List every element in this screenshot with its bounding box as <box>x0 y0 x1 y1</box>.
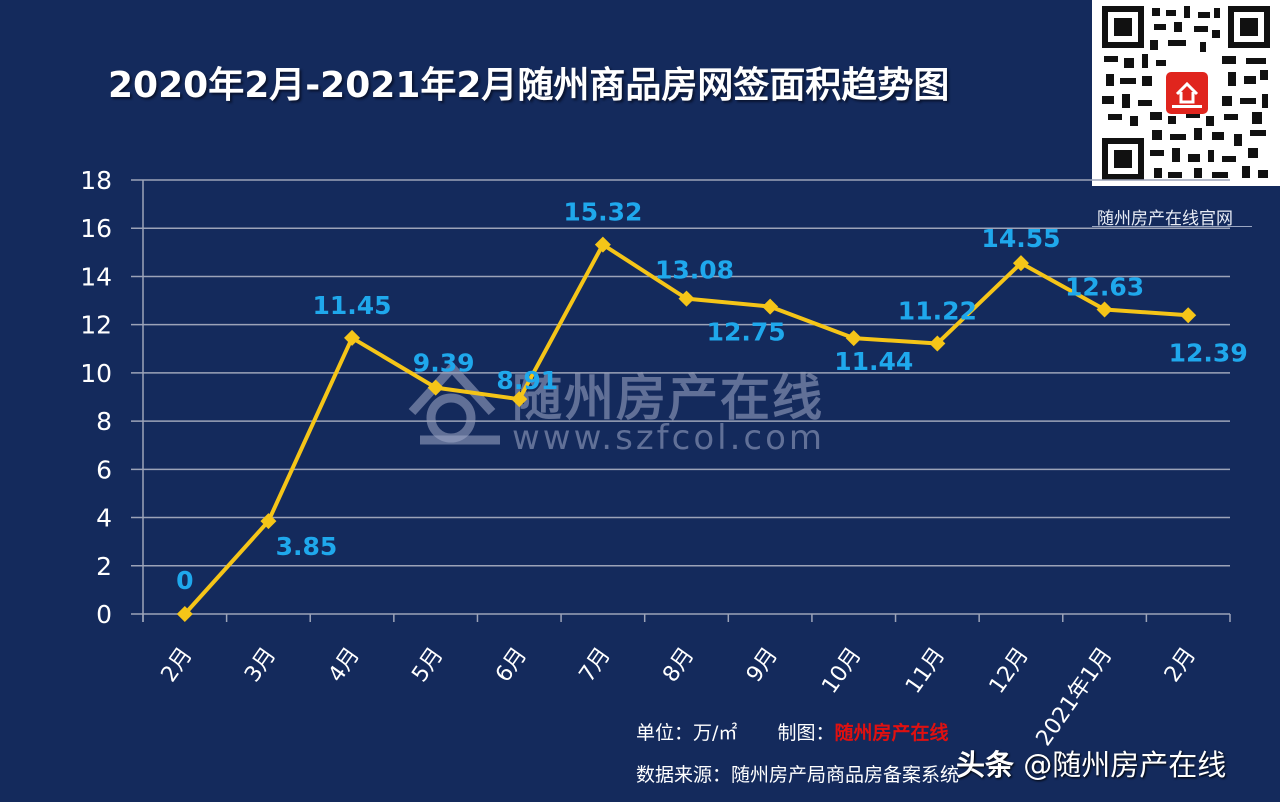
data-point-marker <box>678 290 695 307</box>
chart-title: 2020年2月-2021年2月随州商品房网签面积趋势图 <box>108 65 950 106</box>
toutiao-prefix: 头条 <box>956 748 1015 782</box>
x-tick-label: 12月 <box>985 643 1034 698</box>
maker-label: 制图： <box>777 722 835 744</box>
data-point-marker <box>762 298 779 315</box>
x-tick-label: 8月 <box>658 643 699 687</box>
x-tick-label: 6月 <box>491 643 532 687</box>
toutiao-handle: @随州房产在线 <box>1023 748 1227 782</box>
y-tick-label: 0 <box>96 600 112 629</box>
data-label: 9.39 <box>413 349 475 378</box>
data-point-marker <box>1012 255 1029 272</box>
data-point-marker <box>1096 301 1113 318</box>
data-label: 12.75 <box>707 318 786 347</box>
data-label: 11.44 <box>834 347 913 376</box>
x-tick-label: 2021年1月 <box>1032 643 1118 751</box>
data-label: 13.08 <box>655 256 734 285</box>
data-point-marker <box>176 606 193 622</box>
x-tick-label: 3月 <box>240 643 281 687</box>
unit-label: 单位：万/㎡ <box>636 722 738 744</box>
unit-line: 单位：万/㎡ 制图：随州房产在线 <box>636 718 949 745</box>
y-tick-label: 6 <box>96 455 112 484</box>
y-tick-label: 4 <box>96 504 112 533</box>
y-tick-label: 8 <box>96 407 112 436</box>
x-tick-label: 2月 <box>157 643 198 687</box>
data-point-marker <box>1180 307 1197 324</box>
data-label: 8.91 <box>496 366 558 395</box>
qr-code-icon <box>1102 6 1270 180</box>
data-label: 15.32 <box>563 198 642 227</box>
watermark-url: www.szfcol.com <box>512 418 826 458</box>
x-tick-label: 7月 <box>575 643 616 687</box>
y-tick-label: 14 <box>80 262 112 291</box>
data-point-marker <box>427 379 444 396</box>
data-point-marker <box>594 236 611 253</box>
data-source: 数据来源：随州房产局商品房备案系统 <box>636 764 960 786</box>
data-point-marker <box>845 330 862 347</box>
y-tick-label: 16 <box>80 214 112 243</box>
data-point-marker <box>511 391 528 408</box>
y-tick-label: 10 <box>80 359 112 388</box>
data-point-marker <box>260 513 277 530</box>
data-label: 12.63 <box>1065 272 1144 301</box>
x-tick-label: 4月 <box>324 643 365 687</box>
x-tick-label: 9月 <box>742 643 783 687</box>
data-label: 3.85 <box>276 532 338 561</box>
y-tick-label: 2 <box>96 552 112 581</box>
watermark-text: 随州房产在线 <box>512 369 824 427</box>
x-tick-label: 10月 <box>817 643 866 698</box>
data-point-marker <box>344 329 361 346</box>
maker-value: 随州房产在线 <box>834 722 949 744</box>
divider <box>1092 226 1252 227</box>
x-tick-label: 11月 <box>901 643 950 698</box>
data-label: 11.45 <box>312 291 391 320</box>
data-label: 14.55 <box>981 224 1060 253</box>
y-tick-label: 18 <box>80 166 112 195</box>
data-label: 11.22 <box>898 296 977 325</box>
x-tick-label: 2月 <box>1160 643 1201 687</box>
qr-caption: 随州房产在线官网 <box>1097 209 1233 229</box>
data-point-marker <box>929 335 946 352</box>
y-tick-label: 12 <box>80 311 112 340</box>
qr-code <box>1092 0 1280 186</box>
data-label: 0 <box>176 566 193 595</box>
x-tick-label: 5月 <box>407 643 448 687</box>
data-label: 12.39 <box>1169 338 1248 367</box>
toutiao-watermark: 头条 @随州房产在线 <box>956 742 1226 784</box>
house-logo-icon <box>1166 72 1208 114</box>
